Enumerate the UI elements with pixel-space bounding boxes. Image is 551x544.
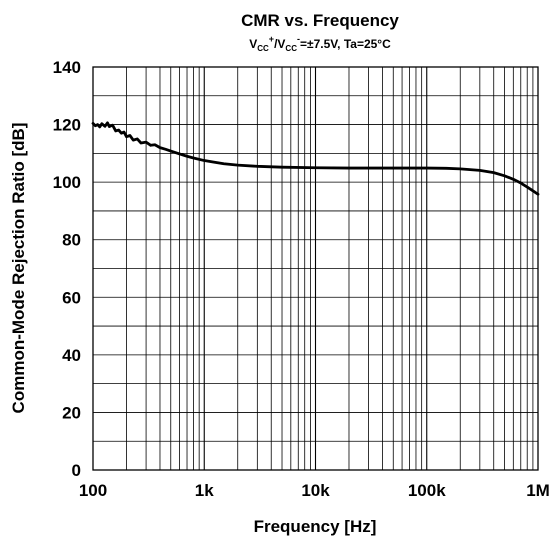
chart-subtitle: VCC+/VCC-=±7.5V, Ta=25°C (249, 34, 391, 53)
y-tick-label: 120 (53, 116, 81, 135)
y-tick-label: 100 (53, 173, 81, 192)
y-tick-label: 60 (62, 288, 81, 307)
cmr-series-line (91, 121, 540, 196)
x-tick-label: 100 (79, 481, 107, 500)
y-axis-label: Common-Mode Rejection Ratio [dB] (9, 123, 28, 414)
y-tick-label: 20 (62, 403, 81, 422)
y-tick-label: 80 (62, 231, 81, 250)
x-tick-label: 10k (301, 481, 330, 500)
y-tick-label: 140 (53, 58, 81, 77)
y-tick-label: 0 (72, 461, 81, 480)
x-tick-label: 100k (408, 481, 446, 500)
chart-title: CMR vs. Frequency (241, 11, 399, 30)
y-tick-label: 40 (62, 346, 81, 365)
x-tick-label: 1M (526, 481, 550, 500)
x-tick-labels: 100 1k 10k 100k 1M (79, 481, 550, 500)
y-tick-labels: 0 20 40 60 80 100 120 140 (53, 58, 81, 480)
grid (93, 67, 538, 470)
plot-frame (92, 66, 539, 471)
x-tick-label: 1k (195, 481, 214, 500)
x-axis-label: Frequency [Hz] (254, 517, 377, 536)
series-layer (91, 121, 540, 196)
